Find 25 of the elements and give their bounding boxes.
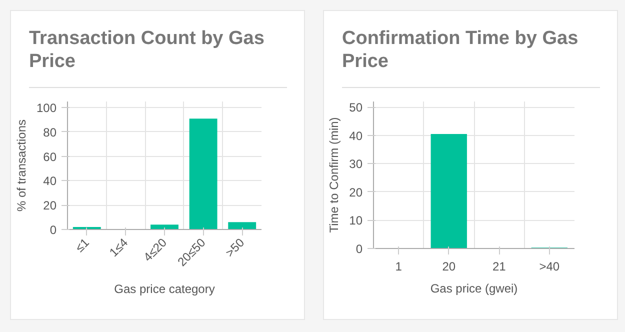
y-tick-label: 20 bbox=[349, 185, 363, 200]
y-tick-label: 10 bbox=[349, 214, 363, 228]
y-tick-label: 60 bbox=[43, 150, 57, 164]
y-tick-label: 40 bbox=[43, 174, 57, 188]
y-tick-label: 20 bbox=[43, 198, 57, 213]
y-tick-label: 0 bbox=[356, 242, 363, 256]
x-tick-label: 21 bbox=[492, 260, 506, 274]
x-axis-title: Gas price category bbox=[114, 282, 215, 296]
y-tick-label: 0 bbox=[50, 223, 57, 237]
y-tick-label: 80 bbox=[43, 125, 57, 140]
chart-title: Confirmation Time by Gas Price bbox=[342, 27, 580, 73]
y-tick-label: 30 bbox=[349, 157, 363, 172]
x-tick-label: 1 bbox=[395, 260, 402, 274]
x-axis-title: Gas price (gwei) bbox=[430, 282, 518, 296]
y-axis-title: % of transactions bbox=[14, 119, 28, 212]
y-axis-title: Time to Confirm (min) bbox=[327, 117, 342, 233]
x-tick-label: >40 bbox=[539, 260, 560, 274]
x-tick-label: 1≤4 bbox=[106, 235, 131, 260]
y-tick-label: 50 bbox=[349, 100, 363, 115]
x-tick-label: >50 bbox=[222, 235, 248, 260]
chart-title: Transaction Count by Gas Price bbox=[29, 27, 266, 73]
y-tick-label: 100 bbox=[36, 101, 57, 116]
x-tick-label: 20 bbox=[442, 260, 456, 274]
x-tick-label: ≤1 bbox=[72, 235, 92, 255]
y-tick-label: 40 bbox=[349, 128, 363, 143]
